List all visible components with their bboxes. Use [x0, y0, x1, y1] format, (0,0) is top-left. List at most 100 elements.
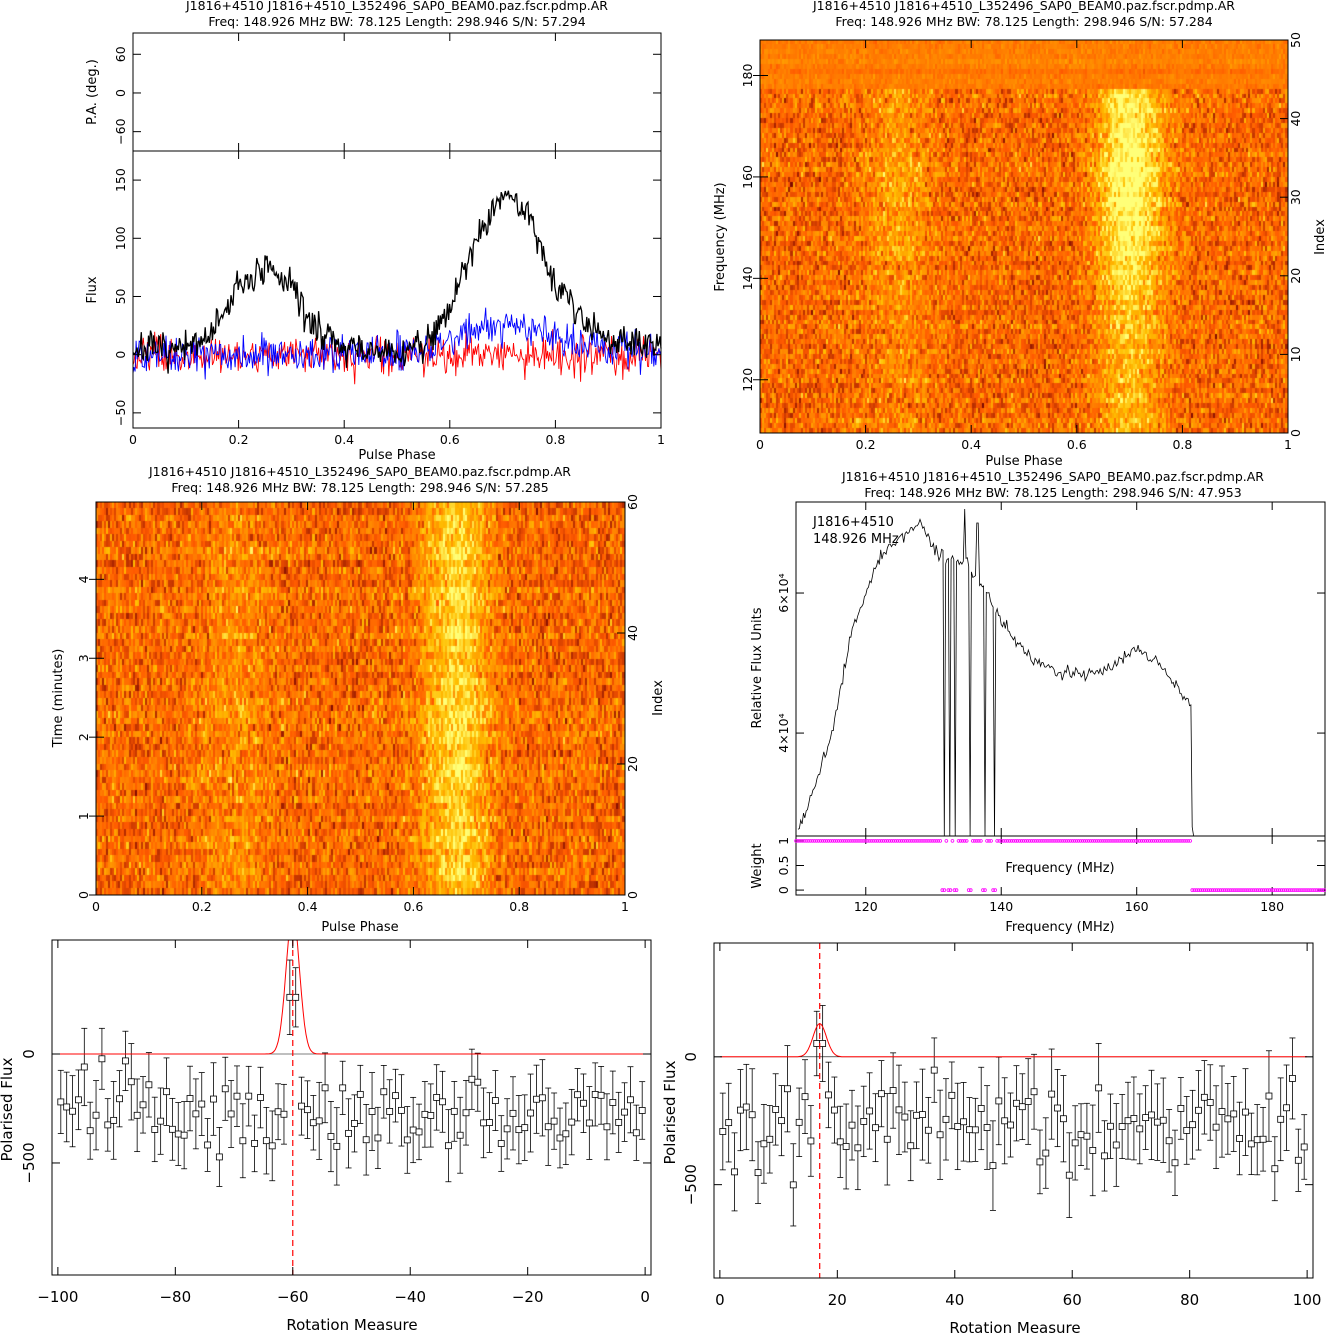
weight-point — [1129, 839, 1134, 843]
rm-pos-data-point — [825, 1091, 832, 1099]
profile-y-tick-label: 50 — [113, 288, 128, 304]
bandpass-y-tick-label: 4×10⁴ — [776, 713, 791, 752]
weight-x-tick-label: 140 — [989, 899, 1013, 914]
rm-neg-data-point — [585, 1119, 593, 1127]
rm-pos-data-point — [901, 1113, 909, 1121]
rm-neg-data-point — [345, 1129, 352, 1137]
rm-neg-data-point — [80, 1063, 88, 1071]
freq-phase-title: J1816+4510 J1816+4510_L352496_SAP0_BEAM0… — [812, 0, 1235, 13]
weight-x-tick-label: 160 — [1125, 899, 1149, 914]
time-phase-heatmap — [96, 502, 625, 895]
rm-neg-data-point — [392, 1092, 399, 1100]
weight-point — [1198, 888, 1203, 892]
profile-xlabel: Pulse Phase — [358, 448, 435, 463]
weight-point — [968, 888, 973, 892]
rm-pos-data-point — [1200, 1093, 1208, 1101]
rm-neg-data-point — [151, 1126, 159, 1133]
rm-neg-data-point — [86, 1127, 94, 1135]
weight-point — [836, 839, 841, 843]
profile-x-tick-label: 0.6 — [440, 432, 460, 447]
weight-point — [1143, 839, 1148, 843]
time-phase-frame — [95, 501, 626, 896]
rm-neg-frame — [51, 939, 652, 1276]
rm-neg-data-point — [110, 1116, 118, 1124]
weight-point — [1040, 839, 1044, 843]
rm-neg-data-point — [69, 1107, 76, 1115]
rm-neg-data-point — [515, 1126, 523, 1134]
rm-pos-data-point — [848, 1121, 856, 1129]
time-phase-title: J1816+4510 J1816+4510_L352496_SAP0_BEAM0… — [148, 464, 571, 479]
freq-phase-y-tick-label: 160 — [740, 165, 755, 189]
weight-point — [912, 839, 916, 843]
rm-pos-data-point — [1218, 1108, 1226, 1115]
weight-point — [1253, 888, 1258, 892]
rm-pos-fit-line — [719, 1023, 1308, 1058]
weight-point — [1062, 839, 1067, 843]
rm-neg-data-point — [627, 1096, 634, 1104]
rm-pos-data-point — [971, 1126, 979, 1134]
weight-point — [1269, 888, 1274, 892]
weight-point — [1302, 888, 1306, 892]
rm-pos-data-point — [766, 1135, 774, 1143]
weight-point — [845, 839, 849, 843]
weight-point — [1188, 839, 1193, 843]
rm-pos-data-point — [795, 1118, 803, 1126]
time-phase-x-tick-label: 0.2 — [192, 899, 212, 914]
profile-y-tick-label: 100 — [113, 226, 128, 250]
rm-neg-data-point — [133, 1111, 141, 1119]
weight-point — [1294, 888, 1298, 892]
weight-point — [1151, 839, 1156, 843]
weight-point — [970, 839, 975, 843]
weight-point — [1094, 839, 1099, 843]
weight-point — [1131, 839, 1136, 843]
weight-point — [1283, 888, 1288, 892]
weight-point — [1082, 839, 1087, 843]
weight-point — [1064, 839, 1069, 843]
weight-point — [832, 839, 837, 843]
weight-point — [1031, 839, 1036, 843]
freq-phase-frame — [759, 39, 1289, 434]
rm-pos-data-point — [784, 1085, 791, 1093]
weight-point — [1257, 888, 1262, 892]
rm-pos-data-point — [836, 1138, 844, 1146]
rm-neg-data-point — [368, 1108, 376, 1115]
weight-point — [1279, 888, 1284, 892]
rm-pos-data-point — [995, 1097, 1003, 1105]
rm-neg-data-point — [533, 1095, 540, 1103]
weight-point — [1192, 888, 1197, 892]
weight-point — [1090, 839, 1095, 843]
weight-point — [1265, 888, 1270, 892]
weight-x-tick-label: 180 — [1260, 899, 1284, 914]
profile-title: J1816+4510 J1816+4510_L352496_SAP0_BEAM0… — [185, 0, 608, 13]
time-phase-y-tick-label: 4 — [76, 575, 91, 583]
weight-point — [1078, 839, 1083, 843]
rm-neg-x-tick-label: −20 — [512, 1288, 544, 1306]
rm-pos-data-point — [1189, 1121, 1197, 1129]
freq-phase-x-tick-label: 0.2 — [856, 437, 876, 452]
profile-y-tick-label: 0 — [113, 351, 128, 359]
time-phase-y-tick-label: 3 — [76, 654, 91, 662]
rm-neg-data-point — [215, 1153, 223, 1161]
weight-point — [936, 839, 941, 843]
freq-phase-y2-tick-label: 40 — [1288, 111, 1303, 127]
weight-point — [1017, 839, 1022, 843]
weight-point — [814, 839, 819, 843]
weight-point — [893, 839, 898, 843]
rm-pos-data-point — [1247, 1140, 1255, 1148]
rm-pos-data-point — [1001, 1117, 1009, 1125]
rm-pos-data-point — [1148, 1111, 1155, 1119]
bandpass-line — [797, 508, 1194, 837]
weight-point — [960, 839, 965, 843]
rm-neg-data-point — [174, 1130, 182, 1138]
rm-neg-data-point — [251, 1140, 259, 1147]
weight-point — [1011, 839, 1016, 843]
weight-point — [897, 839, 902, 843]
rm-neg-data-point — [116, 1095, 123, 1103]
rm-neg-data-point — [615, 1118, 623, 1126]
weight-point — [1161, 839, 1166, 843]
rm-pos-data-point — [754, 1169, 762, 1177]
weight-point — [865, 839, 869, 843]
weight-point — [1036, 839, 1040, 843]
rm-pos-data-point — [1265, 1092, 1273, 1100]
weight-point — [1137, 839, 1142, 843]
